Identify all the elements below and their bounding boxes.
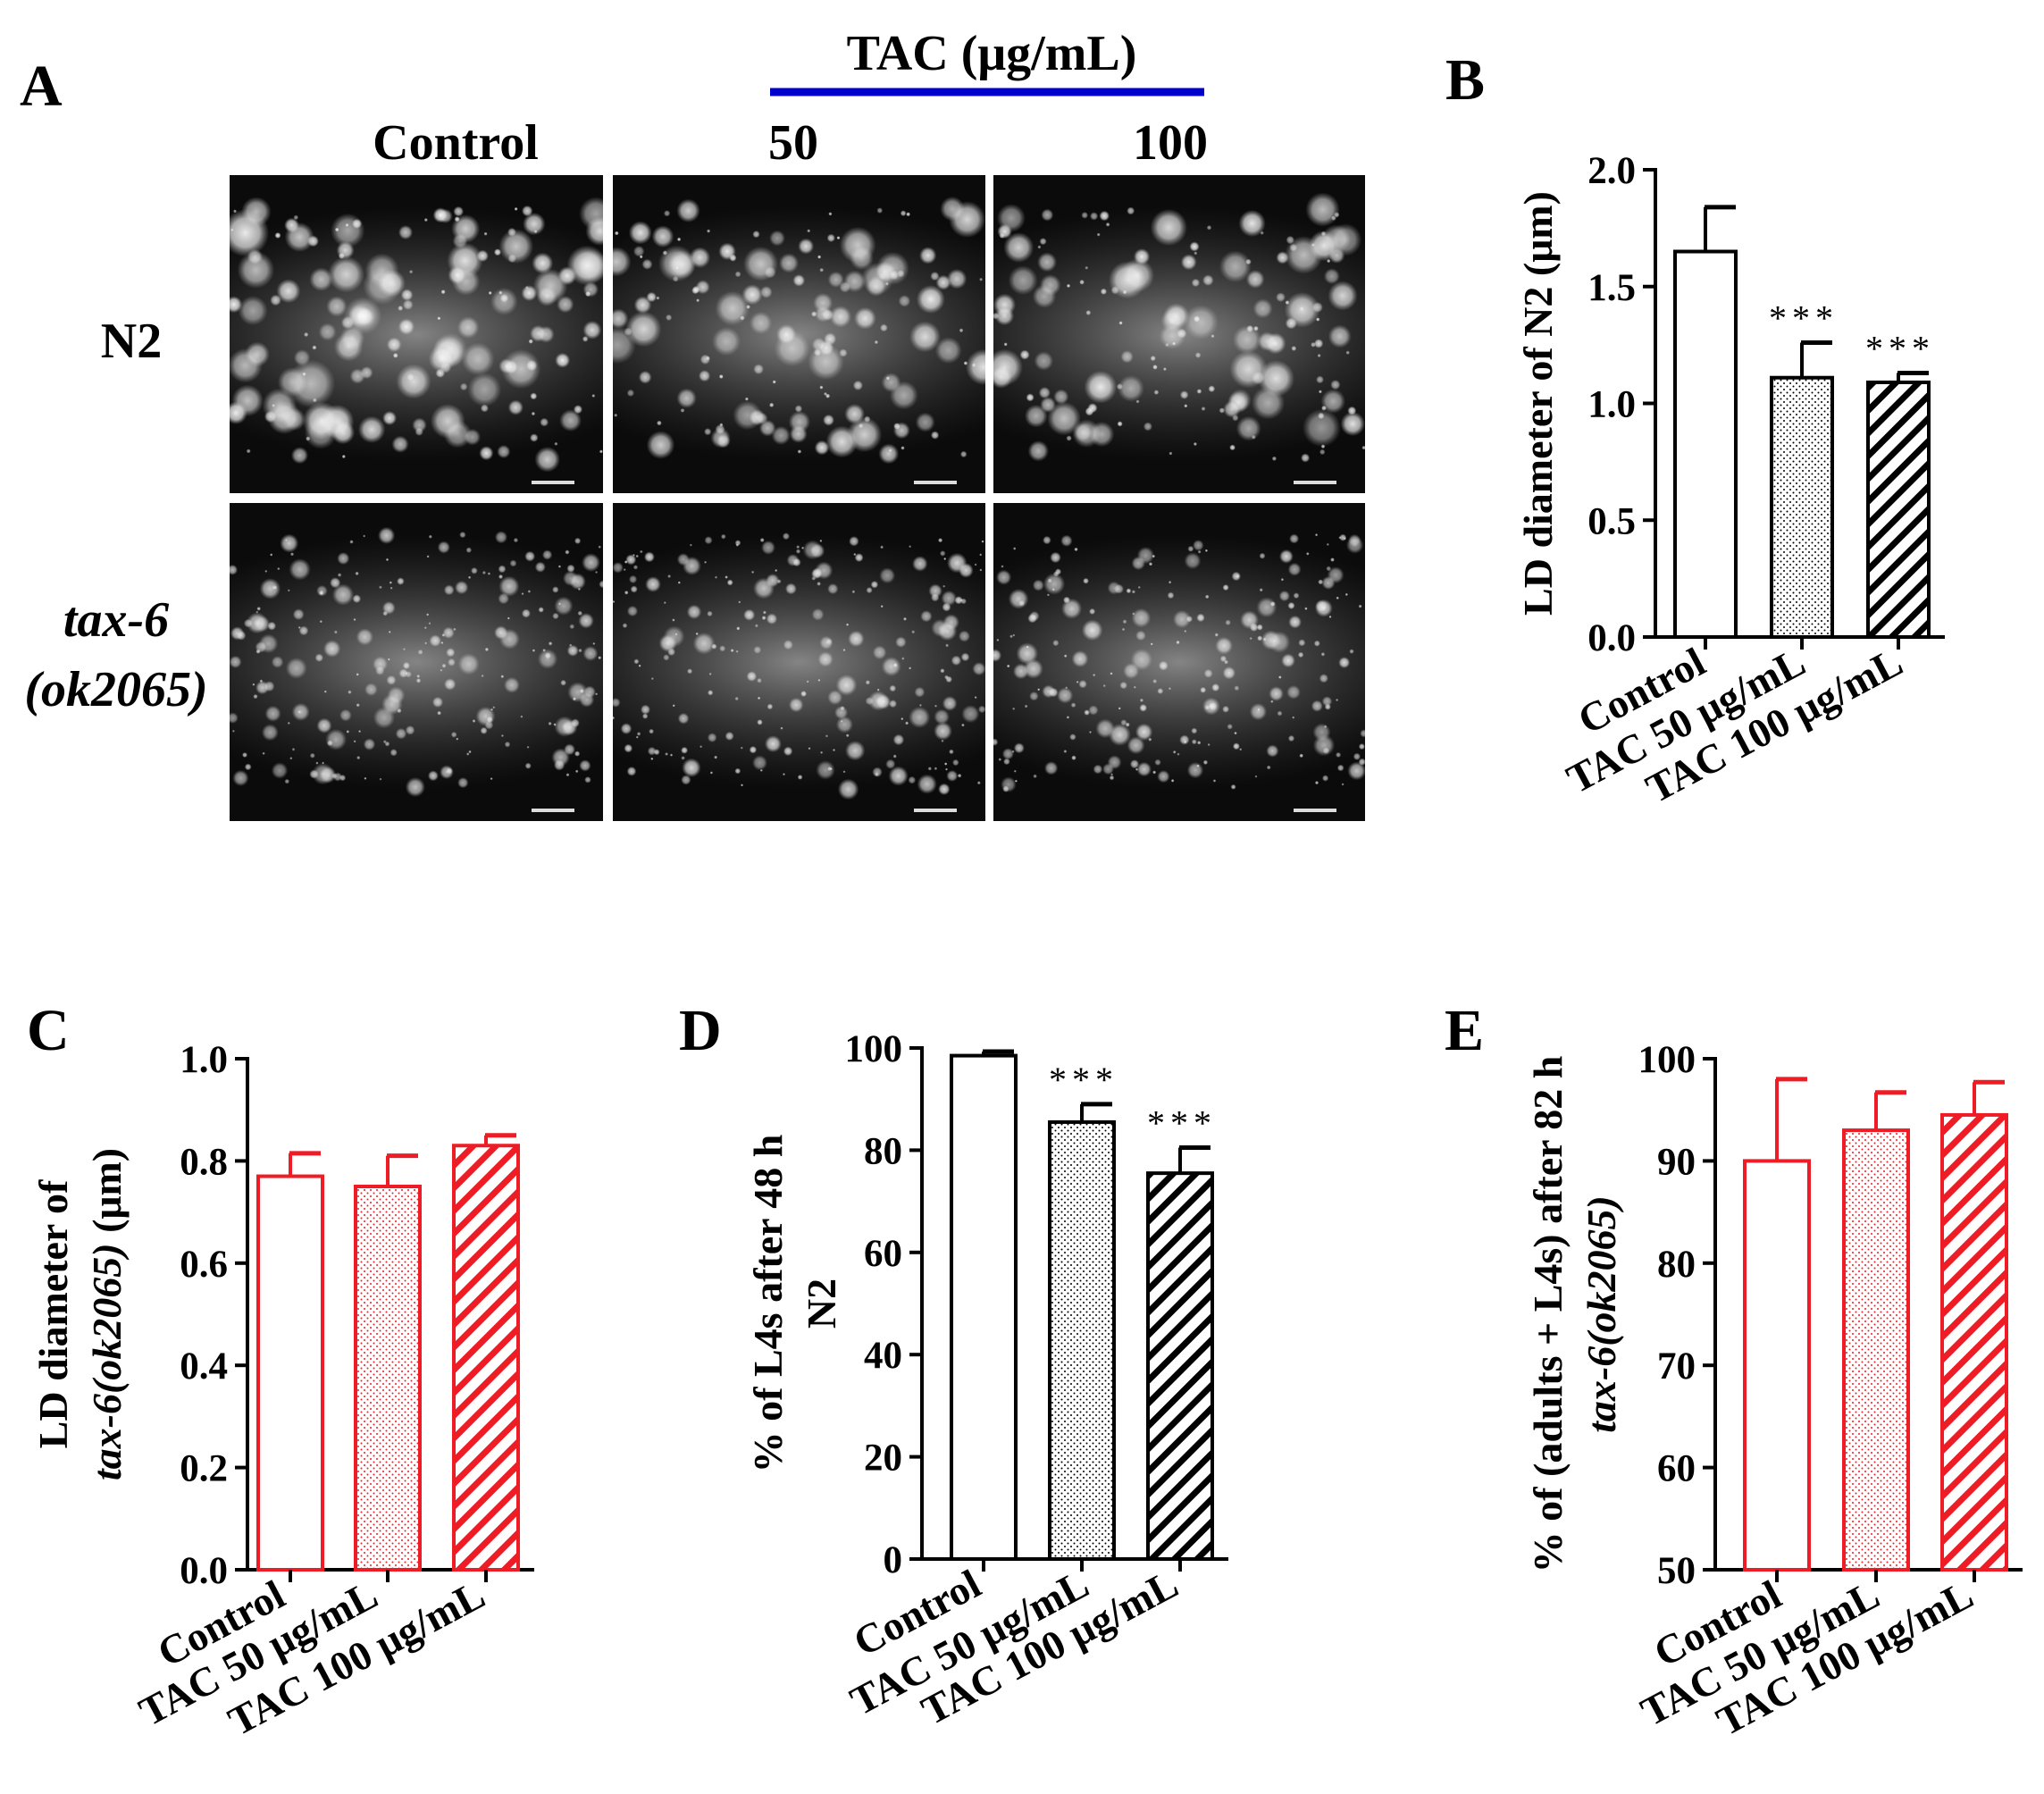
chart-layer: B 0.0 0.5 1.0 1.5 2.0 LD diameter of N2 (μm) Co… — [27, 47, 2023, 1744]
significance-stars: *** — [1769, 298, 1839, 339]
bar-b-0 — [1673, 249, 1738, 639]
column-label-100: 100 — [1133, 115, 1208, 171]
y-tick-label: 1.0 — [180, 1039, 228, 1081]
bar-c-1 — [354, 1185, 422, 1572]
y-axis-label: % of L4s after 48 h — [745, 1135, 791, 1473]
y-axis-label: N2 — [799, 1278, 844, 1329]
micrograph-n2-control — [230, 175, 603, 493]
y-axis-label: tax-6(ok2065) — [1579, 1195, 1624, 1433]
bar-e-2 — [1940, 1112, 2008, 1572]
significance-stars: *** — [1147, 1103, 1217, 1144]
bar-c-2 — [452, 1144, 520, 1572]
bar-d-1 — [1048, 1119, 1116, 1561]
significance-stars: *** — [1049, 1060, 1118, 1100]
y-tick-label: 40 — [864, 1335, 902, 1377]
chart-e: E 50 60 70 80 90 100 % of (adults + L4s) after … — [1445, 998, 2023, 1744]
y-tick-label: 80 — [1657, 1244, 1696, 1286]
y-tick-label: 1.5 — [1587, 267, 1636, 309]
bar-e-0 — [1743, 1159, 1811, 1572]
bar-d-2 — [1146, 1171, 1214, 1561]
y-tick-label: 80 — [864, 1130, 902, 1172]
column-label-control: Control — [373, 115, 539, 171]
bar-b-1 — [1770, 375, 1834, 639]
y-axis-label: LD diameter of — [30, 1179, 76, 1448]
panel-label-e: E — [1445, 998, 1484, 1063]
treatment-label: TAC (μg/mL) — [847, 26, 1137, 81]
row-label-n2: N2 — [101, 314, 162, 369]
chart-b: B0.00.51.01.52.0LD diameter of N2 (μm)Co… — [1445, 47, 1945, 811]
y-tick-label: 0.4 — [180, 1346, 228, 1387]
y-axis-label: LD diameter of N2 (μm) — [1515, 191, 1561, 616]
panel-label-b: B — [1445, 47, 1485, 113]
y-tick-label: 0.0 — [180, 1550, 228, 1592]
y-tick-label: 100 — [1638, 1039, 1696, 1081]
bar-c-0 — [256, 1174, 324, 1572]
significance-stars: *** — [1865, 329, 1935, 369]
y-tick-label: 1.0 — [1587, 384, 1636, 426]
y-axis-label: tax-6(ok2065) (μm) — [84, 1148, 130, 1480]
y-tick-label: 0.2 — [180, 1448, 228, 1490]
y-tick-label: 0.8 — [180, 1141, 228, 1183]
y-tick-label: 20 — [864, 1438, 902, 1480]
column-label-50: 50 — [768, 115, 818, 171]
y-tick-label: 90 — [1657, 1141, 1696, 1183]
y-tick-label: 0 — [884, 1539, 903, 1581]
y-tick-label: 0.5 — [1587, 500, 1636, 542]
micrograph-n2-tac50 — [613, 175, 985, 493]
bar-b-2 — [1866, 380, 1931, 639]
y-tick-label: 70 — [1657, 1346, 1696, 1387]
panel-label-c: C — [27, 998, 70, 1063]
row-label-tax6-line2: (ok2065) — [24, 662, 207, 717]
row-label-tax6-line1: tax-6 — [63, 592, 169, 648]
y-tick-label: 0.0 — [1587, 617, 1636, 659]
y-tick-label: 100 — [845, 1028, 903, 1070]
y-tick-label: 0.6 — [180, 1244, 228, 1286]
micrograph-tax6-tac50 — [613, 503, 985, 821]
bar-d-0 — [950, 1053, 1018, 1561]
y-tick-label: 60 — [864, 1233, 902, 1275]
micrograph-tax6-control — [230, 503, 603, 821]
chart-c: C 0.0 0.2 0.4 0.6 0.8 1.0 LD diameter of tax-6(o… — [27, 998, 534, 1744]
y-axis-label: % of (adults + L4s) after 82 h — [1525, 1056, 1571, 1573]
y-tick-label: 60 — [1657, 1448, 1696, 1490]
panel-label-d: D — [679, 998, 722, 1063]
micrograph-n2-tac100 — [993, 175, 1365, 493]
y-tick-label: 50 — [1657, 1550, 1696, 1592]
micrograph-grid — [230, 175, 1365, 821]
micrograph-tax6-tac100 — [993, 503, 1365, 821]
bar-e-1 — [1842, 1128, 1910, 1572]
panel-label-a: A — [20, 54, 63, 119]
y-tick-label: 2.0 — [1587, 150, 1636, 192]
